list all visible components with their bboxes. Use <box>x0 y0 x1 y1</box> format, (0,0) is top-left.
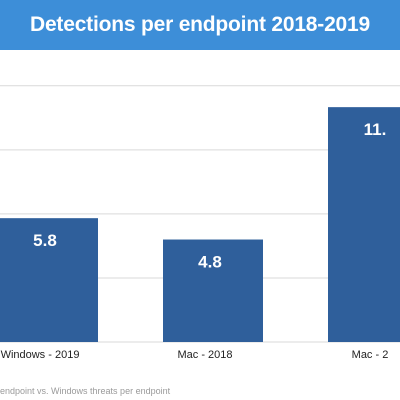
bar-value-label: 4.8 <box>198 253 222 272</box>
bar <box>0 218 98 342</box>
bar-value-labels: 5.8 4.8 11. <box>33 120 386 271</box>
bar <box>163 239 263 342</box>
bar-value-label: 5.8 <box>33 231 57 250</box>
bar-chart: 5.8 4.8 11. Windows - 2019 Mac - 2018 Mac - … <box>0 85 400 361</box>
category-tick-label: Windows - 2019 <box>1 349 80 361</box>
chart-title: Detections per endpoint 2018-2019 <box>29 13 370 36</box>
category-tick-labels: Windows - 2019 Mac - 2018 Mac - 2 <box>1 349 389 361</box>
category-tick-label: Mac - 2018 <box>177 349 232 361</box>
bar-value-label: 11. <box>364 120 387 139</box>
chart-footnote: endpoint vs. Windows threats per endpoin… <box>0 386 171 396</box>
chart-title-bar: Detections per endpoint 2018-2019 <box>0 0 400 50</box>
bar <box>328 107 400 343</box>
bars <box>0 107 400 343</box>
category-tick-label: Mac - 2 <box>352 349 389 361</box>
